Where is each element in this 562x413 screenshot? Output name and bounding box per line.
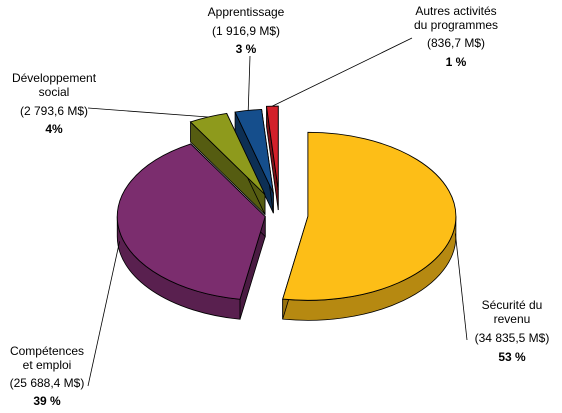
- slice-percent: 53 %: [498, 350, 526, 364]
- slice-amount: (34 835,5 M$): [475, 331, 550, 345]
- slice-name-line: Apprentissage: [208, 5, 285, 19]
- slice-amount: (1 916,9 M$): [212, 24, 280, 38]
- slice-percent: 39 %: [33, 394, 61, 408]
- pie-top-layer: [116, 105, 457, 301]
- label-developpement-social: Développement social (2 793,6 M$) 4%: [12, 71, 97, 136]
- slice-name-line: Sécurité du: [482, 298, 543, 312]
- slice-name-line: revenu: [494, 312, 531, 326]
- leader-line-0: [454, 233, 468, 341]
- slice-amount: (2 793,6 M$): [20, 104, 88, 118]
- pie-slice-4: [265, 105, 279, 191]
- slice-name-line: social: [39, 85, 70, 99]
- label-apprentissage: Apprentissage (1 916,9 M$) 3 %: [208, 5, 285, 56]
- label-autres-activites: Autres activités du programmes (836,7 M$…: [414, 4, 498, 69]
- slice-amount: (836,7 M$): [427, 36, 485, 50]
- label-securite-du-revenu: Sécurité du revenu (34 835,5 M$) 53 %: [475, 298, 550, 364]
- slice-amount: (25 688,4 M$): [10, 376, 85, 390]
- leader-lines: [87, 37, 468, 387]
- pie-slice-0: [282, 131, 457, 301]
- slice-name-line: Compétences: [10, 344, 84, 358]
- slice-percent: 4%: [45, 122, 63, 136]
- label-competences-et-emploi: Compétences et emploi (25 688,4 M$) 39 %: [10, 344, 85, 408]
- leader-line-2: [87, 107, 209, 118]
- leader-line-4: [272, 37, 413, 107]
- slice-percent: 3 %: [236, 42, 257, 56]
- leader-line-3: [247, 55, 251, 111]
- leader-line-1: [87, 241, 120, 387]
- slice-name-line: Autres activités: [415, 4, 496, 18]
- slice-percent: 1 %: [446, 55, 467, 69]
- slice-name-line: du programmes: [414, 18, 498, 32]
- pie-slice-1: [116, 143, 266, 300]
- slice-name-line: Développement: [12, 71, 97, 85]
- pie-slice-2: [189, 112, 266, 195]
- slice-name-line: et emploi: [23, 358, 72, 372]
